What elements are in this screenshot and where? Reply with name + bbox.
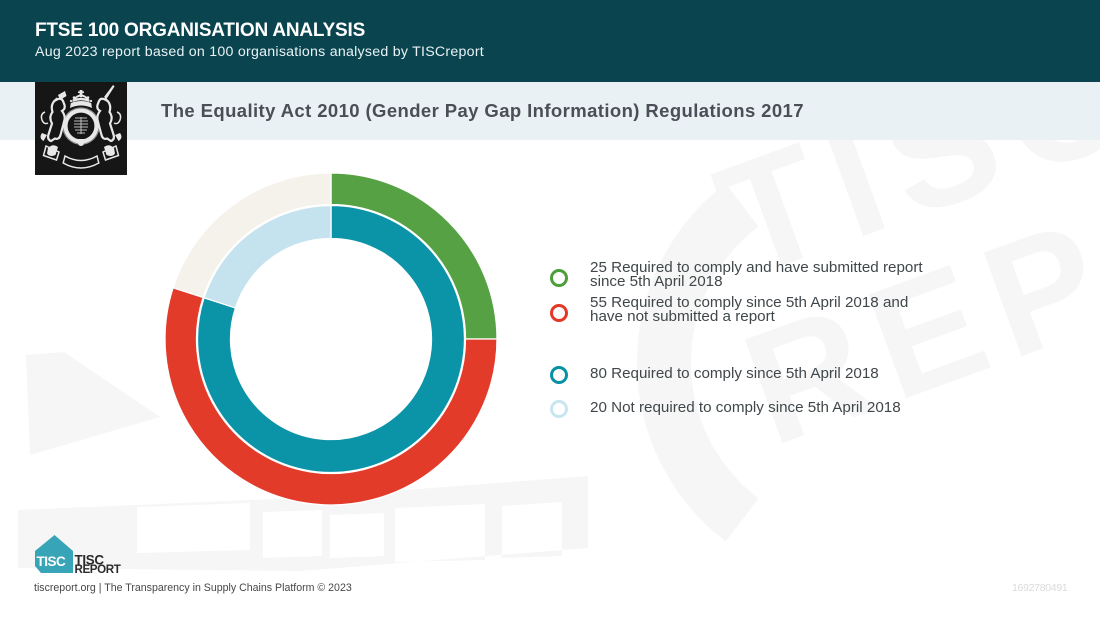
svg-text:REPORT: REPORT — [75, 563, 121, 575]
svg-text:TISC: TISC — [37, 554, 67, 569]
svg-text:TISC: TISC — [75, 553, 105, 568]
